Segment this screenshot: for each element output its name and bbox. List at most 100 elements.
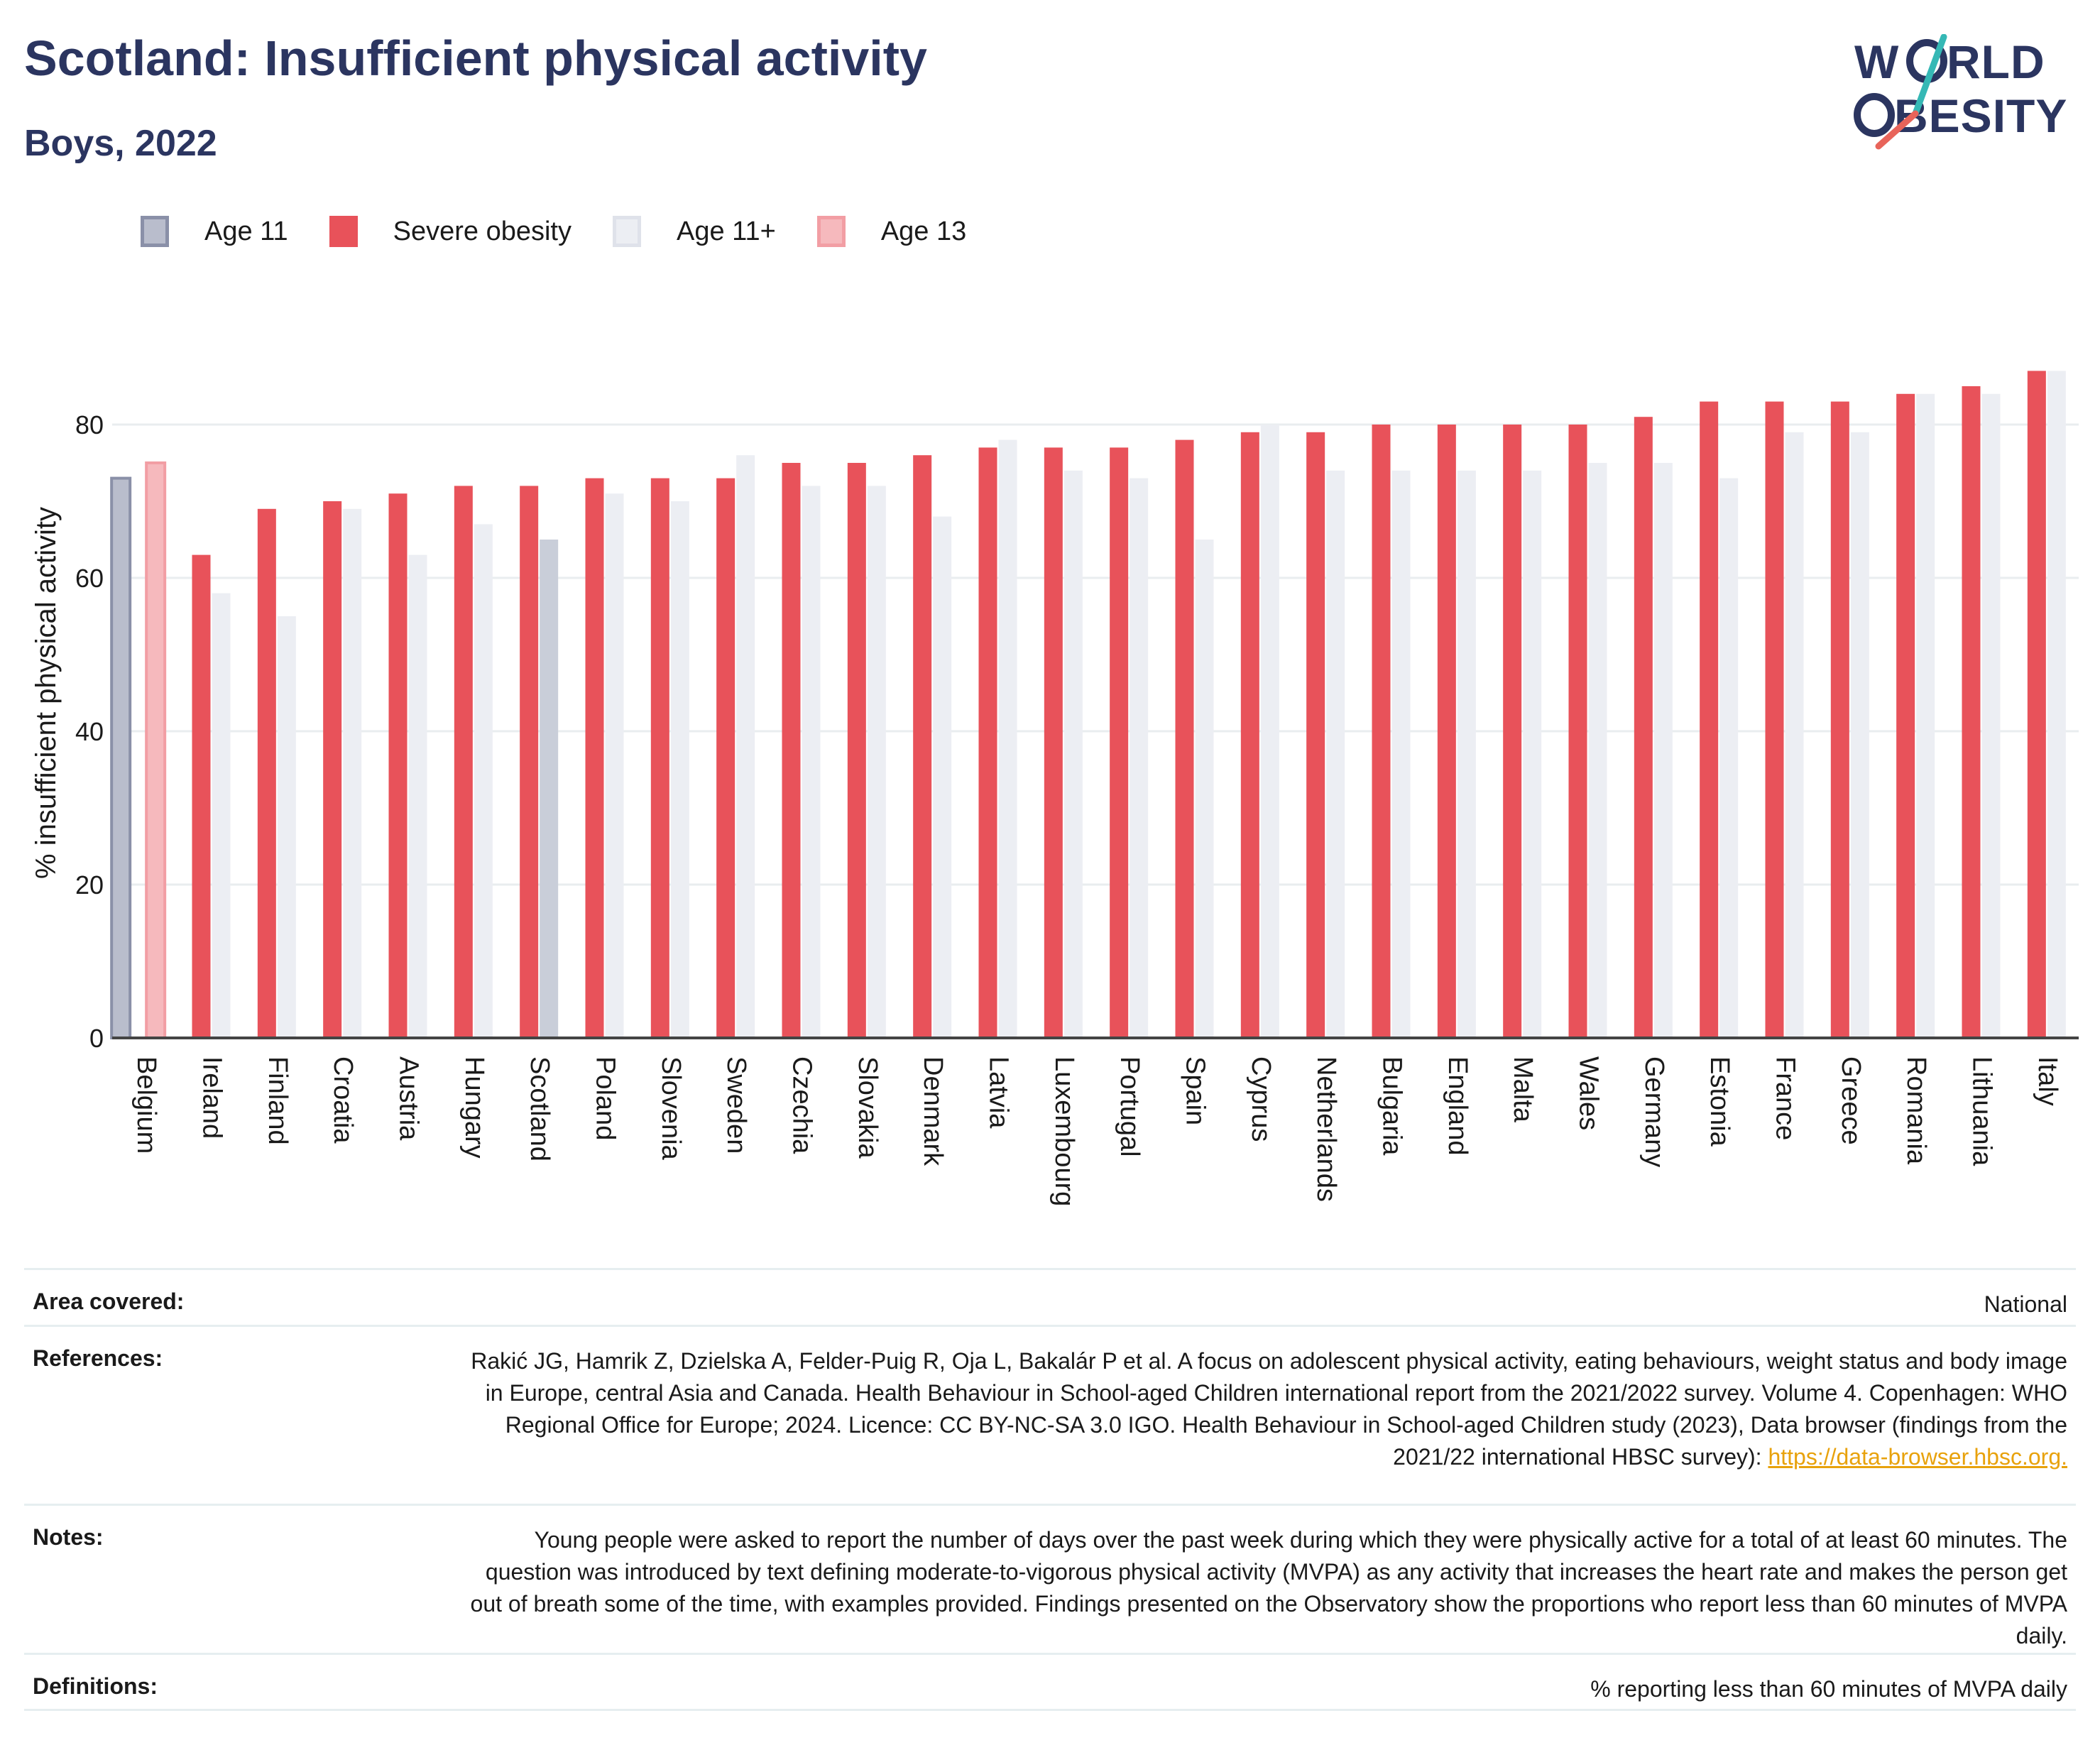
x-tick-label: Latvia <box>984 1056 1014 1129</box>
bar-age-11-plus <box>1719 478 1739 1038</box>
info-value: % reporting less than 60 minutes of MVPA… <box>1590 1676 2067 1702</box>
x-tick-label: Slovenia <box>656 1056 686 1161</box>
hbsc-data-browser-link[interactable]: https://data-browser.hbsc.org. <box>1768 1444 2067 1470</box>
bar-severe-obesity <box>520 486 539 1038</box>
x-tick-label: Ireland <box>197 1056 227 1139</box>
x-tick-label: Slovakia <box>853 1056 882 1159</box>
bar-age-11-plus <box>1391 470 1411 1038</box>
x-tick-label: Austria <box>394 1056 424 1141</box>
logo-word-world: W <box>1854 35 1899 88</box>
x-tick-label: Estonia <box>1705 1056 1734 1147</box>
logo-word-world-rest: RLD <box>1947 35 2045 88</box>
x-tick-label: Spain <box>1181 1056 1210 1125</box>
bar-age-11-plus <box>408 554 427 1038</box>
legend-item-age-13[interactable]: Age 13 <box>816 216 966 247</box>
bar-age-11-plus <box>1260 425 1279 1038</box>
bar-age-11 <box>110 476 132 1040</box>
bar-severe-obesity <box>847 463 866 1038</box>
bar-severe-obesity <box>1175 439 1194 1038</box>
bar-age-11-plus <box>1916 393 1935 1038</box>
legend-swatch-age-13 <box>816 216 846 247</box>
bar-severe-obesity <box>1503 425 1522 1038</box>
x-tick-label: Germany <box>1639 1056 1669 1167</box>
bar-severe-obesity <box>1372 425 1391 1038</box>
bar-severe-obesity <box>192 554 211 1038</box>
bar-age-11-plus <box>1785 432 1804 1038</box>
bar-age-11-plus <box>605 493 624 1038</box>
bar-age-11-plus <box>1850 432 1869 1038</box>
legend-swatch-severe-obesity <box>329 216 358 247</box>
references-text: Rakić JG, Hamrik Z, Dzielska A, Felder-P… <box>471 1348 2067 1470</box>
bar-age-11-plus <box>1130 478 1149 1038</box>
x-tick-label: Belgium <box>131 1056 161 1154</box>
bar-age-11-plus <box>212 593 231 1038</box>
legend-label: Age 11 <box>204 216 288 246</box>
bar-severe-obesity <box>454 486 473 1038</box>
bar-severe-obesity <box>585 478 604 1038</box>
x-tick-label: Greece <box>1836 1056 1866 1145</box>
bar-severe-obesity <box>1240 432 1259 1038</box>
x-tick-label: Croatia <box>328 1056 358 1144</box>
info-table: Area covered: National References: Rakić… <box>24 1268 2076 1711</box>
bar-age-11-plus <box>277 616 296 1038</box>
bar-age-11-plus <box>1981 393 2001 1038</box>
legend-label: Age 11+ <box>677 216 776 246</box>
bar-severe-obesity <box>716 478 735 1038</box>
x-tick-label: England <box>1443 1056 1472 1155</box>
info-key: Notes: <box>33 1524 104 1550</box>
bar-age-13 <box>145 461 167 1039</box>
legend-item-severe-obesity[interactable]: Severe obesity <box>329 216 572 247</box>
legend-item-age-11-plus[interactable]: Age 11+ <box>613 216 776 247</box>
bar-age-11-plus <box>1063 470 1083 1038</box>
bar-age-11-plus <box>1326 470 1345 1038</box>
x-tick-label: Hungary <box>459 1056 489 1159</box>
y-tick-label: 80 <box>75 410 104 439</box>
info-key: References: <box>33 1345 163 1371</box>
bar-severe-obesity <box>2027 371 2046 1038</box>
bar-age-11-plus <box>802 486 821 1038</box>
y-tick-label: 20 <box>75 870 104 899</box>
y-axis-label: % insufficient physical activity <box>31 507 62 879</box>
bar-severe-obesity <box>1634 417 1653 1038</box>
chart-subtitle: Boys, 2022 <box>24 123 217 164</box>
y-tick-label: 60 <box>75 564 104 593</box>
x-tick-label: Wales <box>1574 1056 1604 1130</box>
bar-age-11-plus <box>2047 371 2066 1038</box>
x-tick-label: Italy <box>2033 1056 2062 1106</box>
info-row-definitions: Definitions: % reporting less than 60 mi… <box>24 1653 2076 1711</box>
y-tick-label: 40 <box>75 717 104 746</box>
info-row-area: Area covered: National <box>24 1268 2076 1325</box>
x-tick-label: Scotland <box>525 1056 554 1161</box>
x-tick-label: Czechia <box>787 1056 817 1154</box>
bar-age-11-plus <box>867 486 886 1038</box>
x-tick-label: France <box>1771 1056 1800 1140</box>
info-row-notes: Notes: Young people were asked to report… <box>24 1504 2076 1653</box>
x-tick-label: Romania <box>1901 1056 1931 1165</box>
x-tick-label: Portugal <box>1115 1056 1144 1157</box>
bar-severe-obesity <box>1765 401 1784 1038</box>
bar-age-11-plus <box>1653 463 1673 1038</box>
bar-severe-obesity <box>388 493 408 1038</box>
info-row-references: References: Rakić JG, Hamrik Z, Dzielska… <box>24 1325 2076 1504</box>
bar-age-11-plus <box>670 501 689 1038</box>
info-key: Area covered: <box>33 1289 185 1314</box>
bar-severe-obesity <box>1110 447 1129 1038</box>
bar-age-11-plus <box>1588 463 1607 1038</box>
x-tick-label: Bulgaria <box>1377 1056 1407 1156</box>
x-tick-label: Denmark <box>918 1056 948 1166</box>
bar-severe-obesity <box>1437 425 1456 1038</box>
legend-swatch-age-11 <box>141 216 169 247</box>
bar-severe-obesity <box>1044 447 1063 1038</box>
x-tick-label: Malta <box>1508 1056 1538 1123</box>
bar-age-11-plus <box>1457 470 1476 1038</box>
bar-severe-obesity <box>978 447 997 1038</box>
bar-severe-obesity <box>1306 432 1325 1038</box>
bar-age-11-plus <box>1195 540 1214 1038</box>
x-tick-label: Finland <box>263 1056 292 1145</box>
world-obesity-logo: W RLD BESITY <box>1854 34 2067 150</box>
legend-item-age-11[interactable]: Age 11 <box>141 216 288 247</box>
bar-severe-obesity <box>1962 386 1981 1038</box>
bar-severe-obesity <box>650 478 669 1038</box>
bar-severe-obesity <box>323 501 342 1038</box>
bar-severe-obesity <box>913 455 932 1038</box>
